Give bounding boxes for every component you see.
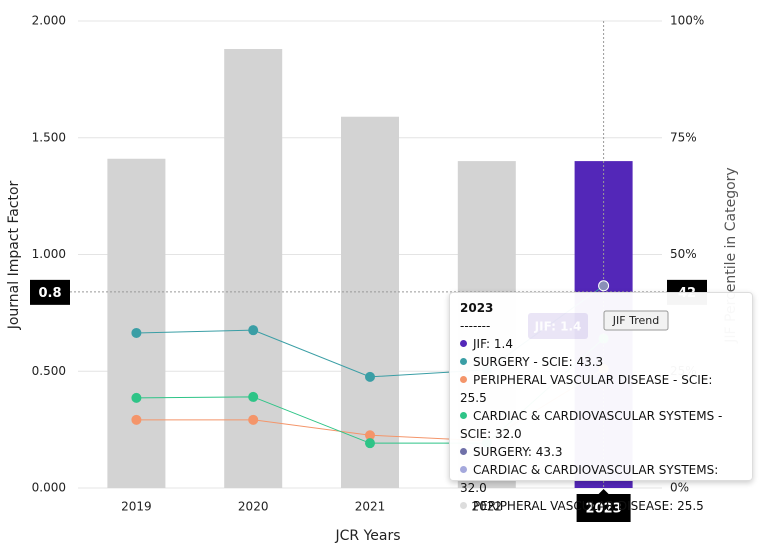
x-tick-label: 2022 <box>472 500 503 514</box>
tooltip-item: SURGERY: 43.3 <box>460 443 742 461</box>
tooltip-item: JIF: 1.4 <box>460 335 742 353</box>
bar <box>107 158 166 488</box>
tooltip-dot <box>460 340 467 347</box>
tooltip-item: PERIPHERAL VASCULAR DISEASE - SCIE: 25.5 <box>460 371 742 407</box>
y2-tick-label: 75% <box>670 130 697 144</box>
point <box>248 391 259 402</box>
crosshair-x-label: 2023 <box>586 502 622 517</box>
y2-tick-label: 50% <box>670 247 697 261</box>
y-tick-label: 0.500 <box>32 364 66 378</box>
tooltip: 2023 ------- JIF: 1.4 SURGERY - SCIE: 43.… <box>449 292 753 513</box>
point <box>131 392 142 403</box>
tooltip-item: CARDIAC & CARDIOVASCULAR SYSTEMS: 32.0 <box>460 461 742 497</box>
point <box>365 438 375 449</box>
y-tick-label: 2.000 <box>32 14 66 28</box>
tooltip-item: PERIPHERAL VASCULAR DISEASE: 25.5 <box>460 497 742 515</box>
tooltip-item: CARDIAC & CARDIOVASCULAR SYSTEMS - SCIE:… <box>460 407 742 443</box>
crosshair-y-label-box <box>30 279 70 305</box>
x-tick-label: 2021 <box>355 500 386 514</box>
y-tick-label: 1.500 <box>32 130 66 144</box>
tooltip-text: SURGERY - SCIE: 43.3 <box>473 355 604 369</box>
x-tick-label: 2020 <box>238 500 269 514</box>
point <box>131 414 142 425</box>
y2-tick-label: 0% <box>670 481 689 495</box>
point <box>248 414 259 425</box>
x-tick-label: 2019 <box>121 500 152 514</box>
point <box>248 325 259 336</box>
tooltip-text: PERIPHERAL VASCULAR DISEASE: 25.5 <box>473 499 704 513</box>
point <box>365 430 375 441</box>
tooltip-text: PERIPHERAL VASCULAR DISEASE - SCIE: 25.5 <box>460 373 713 405</box>
point <box>131 327 142 338</box>
point <box>365 371 375 382</box>
crosshair-y-label: 0.8 <box>38 286 61 301</box>
tooltip-text: CARDIAC & CARDIOVASCULAR SYSTEMS - SCIE:… <box>460 409 723 441</box>
crosshair-x-label-box <box>576 494 631 522</box>
tooltip-dot <box>460 358 467 365</box>
tooltip-item: SURGERY - SCIE: 43.3 <box>460 353 742 371</box>
tooltip-text: SURGERY: 43.3 <box>473 445 563 459</box>
tooltip-dot <box>460 412 467 419</box>
tooltip-dot <box>460 376 467 383</box>
tooltip-text: JIF: 1.4 <box>473 337 513 351</box>
tooltip-dot <box>460 502 467 509</box>
y2-tick-label: 100% <box>670 14 704 28</box>
tooltip-dot <box>460 448 467 455</box>
y-tick-label: 0.000 <box>32 481 66 495</box>
tooltip-title: 2023 <box>460 301 494 315</box>
tooltip-items: JIF: 1.4 SURGERY - SCIE: 43.3 PERIPHERAL V… <box>460 335 742 515</box>
y-tick-label: 1.000 <box>32 247 66 261</box>
tooltip-text: CARDIAC & CARDIOVASCULAR SYSTEMS: 32.0 <box>460 463 719 495</box>
x-axis-label: JCR Years <box>334 528 400 544</box>
tooltip-divider: ------- <box>460 319 491 333</box>
tooltip-dot <box>460 466 467 473</box>
pointer <box>598 489 609 494</box>
bar <box>341 116 399 489</box>
y-axis-label: Journal Impact Factor <box>6 180 22 330</box>
